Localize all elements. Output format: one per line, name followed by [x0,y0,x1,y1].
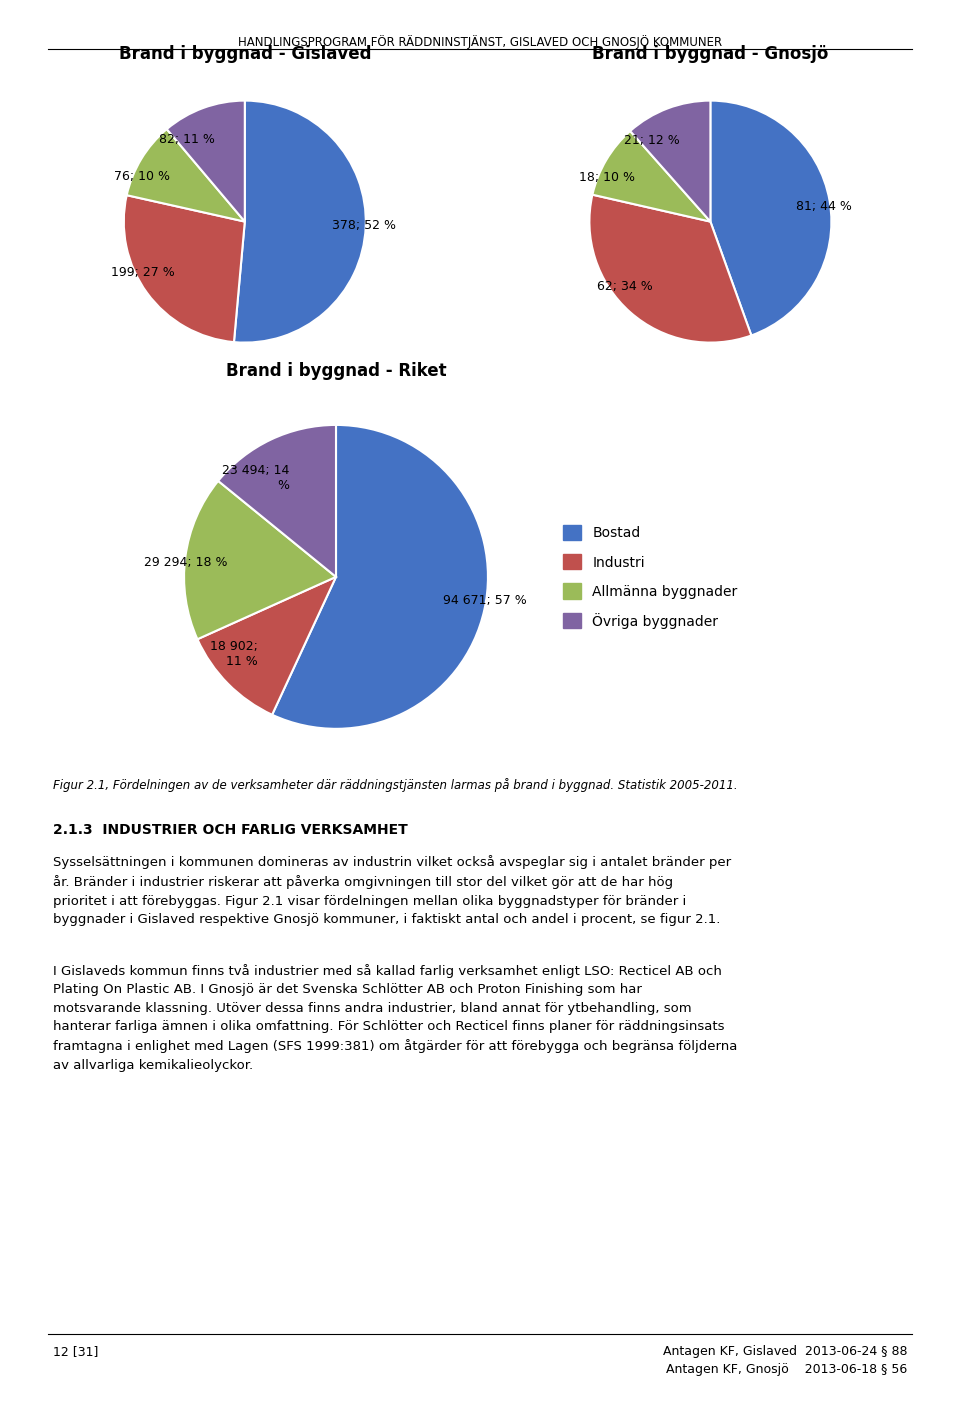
Text: Antagen KF, Gislaved  2013-06-24 § 88: Antagen KF, Gislaved 2013-06-24 § 88 [662,1345,907,1358]
Text: Sysselsättningen i kommunen domineras av industrin vilket också avspeglar sig i : Sysselsättningen i kommunen domineras av… [53,855,731,926]
Text: I Gislaveds kommun finns två industrier med så kallad farlig verksamhet enligt L: I Gislaveds kommun finns två industrier … [53,964,737,1072]
Wedge shape [272,425,488,729]
Wedge shape [167,101,245,221]
Text: 21; 12 %: 21; 12 % [624,134,680,146]
Wedge shape [198,577,336,715]
Text: 18 902;
11 %: 18 902; 11 % [210,640,258,668]
Text: 76; 10 %: 76; 10 % [114,170,170,183]
Text: Figur 2.1, Fördelningen av de verksamheter där räddningstjänsten larmas på brand: Figur 2.1, Fördelningen av de verksamhet… [53,778,737,792]
Text: 18; 10 %: 18; 10 % [580,170,636,184]
Wedge shape [184,481,336,639]
Text: 82; 11 %: 82; 11 % [159,134,215,146]
Title: Brand i byggnad - Riket: Brand i byggnad - Riket [226,362,446,380]
Text: Antagen KF, Gnosjö    2013-06-18 § 56: Antagen KF, Gnosjö 2013-06-18 § 56 [666,1363,907,1376]
Title: Brand i byggnad - Gislaved: Brand i byggnad - Gislaved [118,45,372,63]
Text: 62; 34 %: 62; 34 % [597,280,653,293]
Text: 12 [31]: 12 [31] [53,1345,98,1358]
Wedge shape [592,131,710,221]
Title: Brand i byggnad - Gnosjö: Brand i byggnad - Gnosjö [592,45,828,63]
Wedge shape [589,194,752,342]
Text: 94 671; 57 %: 94 671; 57 % [443,594,527,606]
Legend: Bostad, Industri, Allmänna byggnader, Övriga byggnader: Bostad, Industri, Allmänna byggnader, Öv… [564,525,737,629]
Wedge shape [234,101,366,342]
Wedge shape [710,101,831,335]
Wedge shape [630,101,710,221]
Text: 199; 27 %: 199; 27 % [110,266,175,280]
Text: 2.1.3  INDUSTRIER OCH FARLIG VERKSAMHET: 2.1.3 INDUSTRIER OCH FARLIG VERKSAMHET [53,823,408,837]
Wedge shape [127,129,245,221]
Wedge shape [218,425,336,577]
Text: HANDLINGSPROGRAM FÖR RÄDDNINSTJÄNST, GISLAVED OCH GNOSJÖ KOMMUNER: HANDLINGSPROGRAM FÖR RÄDDNINSTJÄNST, GIS… [238,35,722,49]
Text: 378; 52 %: 378; 52 % [332,219,396,232]
Text: 29 294; 18 %: 29 294; 18 % [144,556,228,570]
Wedge shape [124,196,245,342]
Text: 23 494; 14
%: 23 494; 14 % [222,464,289,492]
Text: 81; 44 %: 81; 44 % [796,200,852,212]
